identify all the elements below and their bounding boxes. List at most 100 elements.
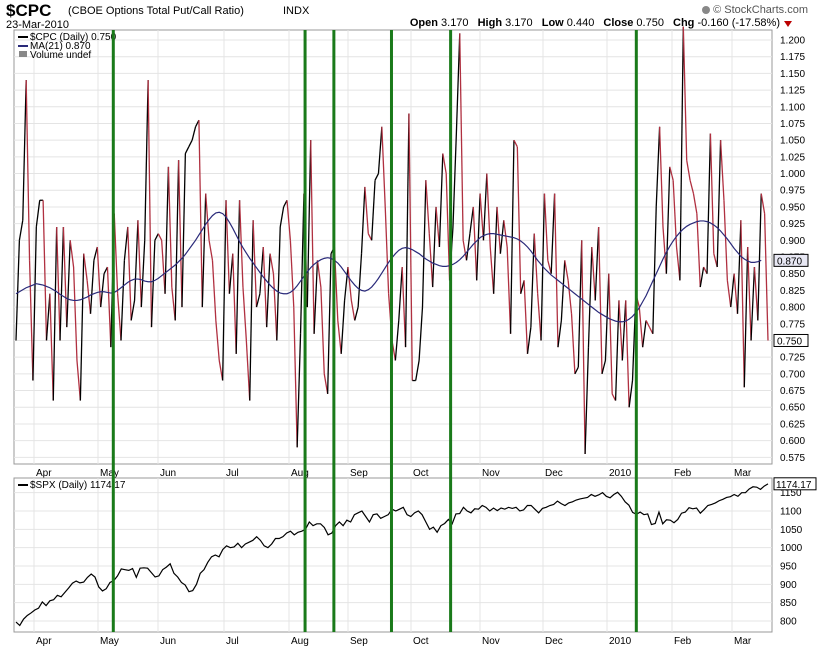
cpc-line-segment [415,360,420,381]
x-tick-label: Dec [545,636,563,647]
down-arrow-icon [784,21,792,27]
cpc-line-segment [252,220,258,308]
cpc-line-segment [299,193,305,334]
cpc-line-segment [147,80,153,328]
x-tick-label: Nov [482,468,500,479]
cpc-line-segment [45,293,51,341]
cpc-line-segment [614,300,620,401]
cpc-line-segment [242,287,247,341]
cpc-line-segment [69,240,75,268]
brand-link[interactable]: © StockCharts.com [702,4,808,16]
cpc-line-segment [486,173,491,248]
spx-last-value: 1174.17 [776,480,812,491]
cpc-line-segment [42,200,48,341]
cpc-line-segment [597,226,603,374]
cpc-line-segment [245,340,251,401]
cpc-line-segment [59,226,65,341]
x-tick-label: Apr [36,468,52,479]
ma-last-value-box [773,253,809,267]
cpc-line-segment [652,206,657,334]
cpc-line-segment [445,173,451,281]
cpc-line-segment [86,280,92,314]
x-tick-label: Jul [226,468,239,479]
cpc-line-segment [15,240,21,341]
cpc-line-segment [662,226,668,274]
cpc-line-segment [181,153,187,308]
y-tick-label: 0.675 [780,386,805,397]
cpc-line-segment [594,226,600,301]
cpc-line-segment [553,193,559,348]
cpc-line-segment [523,280,529,354]
y-tick-label: 1100 [780,507,802,518]
y-tick-label: 0.725 [780,353,805,364]
cpc-line-segment [625,300,630,408]
cpc-line-segment [560,260,566,321]
y-tick-label: 1.150 [780,69,805,80]
cpc-line-segment [520,280,525,294]
cpc-line-segment [215,320,220,361]
cpc-line-segment [144,80,149,241]
y-tick-label: 1.125 [780,86,805,97]
cpc-line-segment [692,193,698,214]
cpc-line-segment [177,160,183,308]
open-label: Open [409,17,438,29]
y-tick-label: 0.925 [780,219,805,230]
cpc-line-segment [699,266,705,288]
cpc-line-segment [374,173,380,181]
cpc-line-segment [154,233,159,241]
cpc-line-segment [574,366,579,375]
cpc-line-segment [452,133,458,227]
cpc-line-segment [137,220,142,308]
legend-ma: MA(21) 0.870 [30,41,91,52]
cpc-line-segment [618,300,623,361]
cpc-line-segment [72,267,78,361]
cpc-line-segment [89,260,95,314]
brand-logo-icon [702,6,711,14]
x-tick-label: May [100,468,119,479]
cpc-line-segment [513,139,518,148]
cpc-line-segment [719,140,725,201]
cpc-line-segment [658,126,664,227]
cpc-line-segment [537,293,542,341]
cpc-line-segment [201,193,207,308]
cpc-line-segment [425,180,430,234]
cpc-line-segment [638,307,644,348]
cpc-line-segment [25,80,31,261]
cpc-line-segment [18,220,24,241]
cpc-line-segment [591,246,596,301]
cpc-line-segment [564,260,569,281]
cpc-line-segment [259,246,264,294]
y-tick-label: 900 [780,580,797,591]
cpc-line-segment [472,206,478,281]
panel-frame-1 [13,477,773,633]
cpc-line-segment [465,233,471,261]
cpc-line-segment [404,113,410,348]
cpc-line-segment [140,240,146,308]
cpc-line-segment [740,220,745,388]
cpc-line-segment [455,33,461,134]
cpc-line-segment [550,193,556,274]
cpc-line-segment [736,220,742,314]
cpc-line-segment [313,260,319,334]
cpc-line-segment [655,126,661,207]
y-tick-label: 0.950 [780,202,805,213]
y-tick-label: 0.575 [780,453,805,464]
cpc-line-segment [438,153,444,248]
cpc-line-segment [442,153,447,174]
x-tick-label: Jun [160,468,176,479]
cpc-line-segment [384,206,390,294]
cpc-line-segment [293,307,298,448]
x-tick-label: Nov [482,636,500,647]
cpc-line-segment [364,186,369,234]
cpc-line-segment [726,280,732,308]
x-tick-label: Feb [674,636,692,647]
cpc-last-value-box [773,333,809,347]
cpc-line-segment [249,220,254,401]
cpc-line-segment [526,327,532,354]
cpc-line-segment [709,133,715,254]
cpc-line-segment [462,240,468,261]
chart-symbol: $CPC [6,1,52,20]
cpc-line-segment [93,246,98,261]
cpc-line-segment [150,240,156,328]
